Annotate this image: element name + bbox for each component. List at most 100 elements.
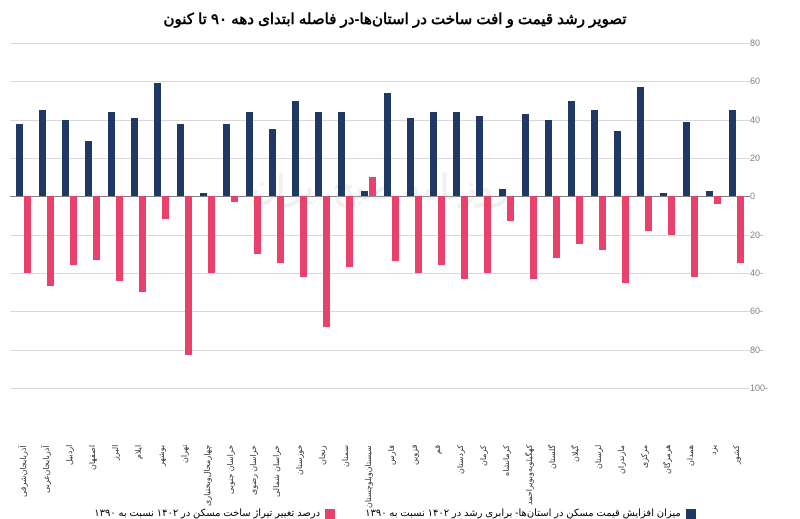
bar-pink <box>507 196 514 221</box>
bar-blue <box>269 129 276 196</box>
bar-group <box>81 43 104 388</box>
bar-group <box>58 43 81 388</box>
x-label: کهگیلویه‌وبویراحمد <box>518 445 541 500</box>
y-tick: -20 <box>750 230 763 240</box>
bar-pink <box>323 196 330 326</box>
bar-blue <box>729 110 736 196</box>
bar-blue <box>430 112 437 196</box>
bar-group <box>35 43 58 388</box>
x-label: فارس <box>380 445 403 500</box>
x-labels: آذربایجان‌شرقیآذربایجان‌غربیاردبیلاصفهان… <box>10 445 750 500</box>
bar-pink <box>461 196 468 278</box>
legend-label-2: درصد تغییر تیراژ ساخت مسکن در ۱۴۰۲ نسبت … <box>94 508 320 519</box>
x-label: کرمانشاه <box>495 445 518 500</box>
bar-pink <box>70 196 77 265</box>
y-tick: 0 <box>750 191 755 201</box>
x-label: خراسان شمالی <box>265 445 288 500</box>
legend-item-2: درصد تغییر تیراژ ساخت مسکن در ۱۴۰۲ نسبت … <box>94 508 335 519</box>
x-label: سمنان <box>334 445 357 500</box>
bar-pink <box>254 196 261 254</box>
bar-group <box>242 43 265 388</box>
bar-group <box>564 43 587 388</box>
legend-swatch-blue <box>686 509 696 519</box>
bar-pink <box>346 196 353 267</box>
x-label: همدان <box>679 445 702 500</box>
bar-group <box>288 43 311 388</box>
bar-pink <box>208 196 215 273</box>
bar-group <box>403 43 426 388</box>
chart-container: تصویر رشد قیمت و افت ساخت در استان‌ها-در… <box>0 0 800 503</box>
bar-group <box>633 43 656 388</box>
x-label: چهارمحال‌وبختیاری <box>196 445 219 500</box>
bar-blue <box>108 112 115 196</box>
y-tick: 40 <box>750 115 760 125</box>
x-label: البرز <box>104 445 127 500</box>
legend-label-1: میزان افزایش قیمت مسکن در استان‌ها- براب… <box>365 508 681 519</box>
bar-blue <box>545 120 552 197</box>
bar-blue <box>637 87 644 196</box>
bar-group <box>472 43 495 388</box>
x-label: کشور <box>725 445 748 500</box>
bar-pink <box>47 196 54 286</box>
bar-pink <box>668 196 675 234</box>
x-label: گیلان <box>564 445 587 500</box>
bar-group <box>357 43 380 388</box>
bar-group <box>219 43 242 388</box>
plot-wrap: -100-80-60-40-20020406080 روزنامه صبح ای… <box>10 43 780 443</box>
bar-blue <box>200 193 207 197</box>
x-label: یزد <box>702 445 725 500</box>
x-label: کرمان <box>472 445 495 500</box>
x-label: قم <box>426 445 449 500</box>
bar-pink <box>484 196 491 273</box>
x-label: ایلام <box>127 445 150 500</box>
bar-blue <box>16 124 23 197</box>
x-label: خراسان جنوبی <box>219 445 242 500</box>
bar-group <box>380 43 403 388</box>
x-label: زنجان <box>311 445 334 500</box>
bar-blue <box>154 83 161 196</box>
bar-blue <box>706 191 713 197</box>
x-label: مرکزی <box>633 445 656 500</box>
bar-blue <box>338 112 345 196</box>
bar-group <box>104 43 127 388</box>
bar-group <box>12 43 35 388</box>
bar-group <box>679 43 702 388</box>
chart-title: تصویر رشد قیمت و افت ساخت در استان‌ها-در… <box>10 10 780 28</box>
bar-pink <box>599 196 606 250</box>
bar-blue <box>683 122 690 197</box>
bar-blue <box>315 112 322 196</box>
bar-pink <box>737 196 744 263</box>
bar-pink <box>300 196 307 277</box>
y-tick: 60 <box>750 76 760 86</box>
legend-swatch-pink <box>325 509 335 519</box>
bar-group <box>610 43 633 388</box>
bar-blue <box>614 131 621 196</box>
bar-group <box>541 43 564 388</box>
bar-blue <box>453 112 460 196</box>
bar-blue <box>591 110 598 196</box>
x-label: کردستان <box>449 445 472 500</box>
bar-group <box>150 43 173 388</box>
bar-blue <box>407 118 414 197</box>
bar-pink <box>691 196 698 277</box>
bar-group <box>196 43 219 388</box>
bar-pink <box>116 196 123 280</box>
bar-pink <box>622 196 629 282</box>
bar-pink <box>714 196 721 204</box>
x-label: لرستان <box>587 445 610 500</box>
bar-blue <box>522 114 529 196</box>
bar-blue <box>476 116 483 197</box>
x-label: مازندران <box>610 445 633 500</box>
bar-pink <box>139 196 146 292</box>
legend: میزان افزایش قیمت مسکن در استان‌ها- براب… <box>10 508 780 519</box>
gridline <box>10 388 750 389</box>
bars-container <box>10 43 750 388</box>
bar-group <box>495 43 518 388</box>
bar-pink <box>553 196 560 257</box>
bar-pink <box>185 196 192 355</box>
x-label: بوشهر <box>150 445 173 500</box>
bar-group <box>265 43 288 388</box>
bar-blue <box>660 193 667 197</box>
bar-blue <box>246 112 253 196</box>
bar-group <box>449 43 472 388</box>
